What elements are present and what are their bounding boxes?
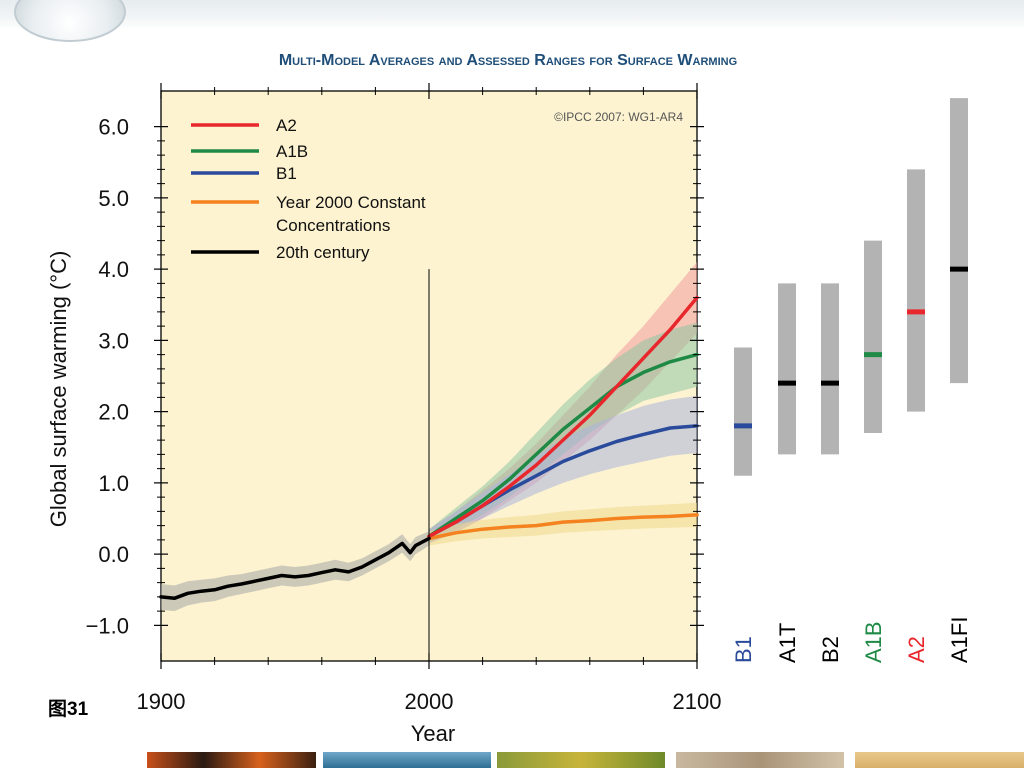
x-tick-label: 1900 (137, 689, 186, 714)
copyright-label: ©IPCC 2007: WG1-AR4 (554, 110, 683, 124)
x-axis-label: Year (411, 721, 455, 746)
range-label-A1FI: A1FI (947, 617, 972, 663)
range-best-B1 (734, 423, 752, 429)
range-best-A1T (778, 380, 796, 386)
range-best-A2 (907, 309, 925, 315)
y-tick-label: −1.0 (86, 613, 129, 638)
y-tick-label: 1.0 (98, 471, 129, 496)
range-bar-A1B (864, 240, 882, 433)
range-label-A1T: A1T (775, 623, 800, 663)
range-bar-A1T (778, 283, 796, 455)
legend-label-line: Concentrations (276, 216, 390, 235)
y-tick-label: 0.0 (98, 542, 129, 567)
legend-label-0: A2 (276, 116, 297, 135)
y-tick-label: 6.0 (98, 115, 129, 140)
y-tick-label: 5.0 (98, 186, 129, 211)
y-tick-label: 2.0 (98, 400, 129, 425)
photo-strip-5 (855, 752, 1024, 768)
range-bar-A2 (907, 169, 925, 412)
photo-strip-3 (497, 752, 665, 768)
y-axis-label: Global surface warming (°C) (46, 251, 71, 528)
range-label-B1: B1 (731, 636, 756, 663)
legend-label-3: Year 2000 Constant Concentrations (276, 193, 426, 235)
range-label-B2: B2 (818, 636, 843, 663)
series-line-3 (427, 513, 699, 541)
legend-label-4: 20th century (276, 243, 370, 262)
series-band-2 (429, 395, 697, 544)
x-tick-label: 2000 (405, 689, 454, 714)
photo-strip-2 (323, 752, 491, 768)
range-label-A1B: A1B (861, 621, 886, 663)
range-bar-B2 (821, 283, 839, 455)
series-band-3 (429, 502, 697, 546)
x-tick-label: 2100 (673, 689, 722, 714)
figure-caption: 图31 (48, 699, 89, 720)
legend-label-line: Year 2000 Constant (276, 193, 426, 212)
y-tick-label: 3.0 (98, 328, 129, 353)
photo-strip-1 (147, 752, 316, 768)
y-tick-label: 4.0 (98, 257, 129, 282)
range-label-A2: A2 (904, 636, 929, 663)
series-band-4 (161, 531, 429, 612)
range-best-A1FI (950, 266, 968, 272)
range-best-A1B (864, 352, 882, 358)
photo-strip-4 (676, 752, 844, 768)
chart-title: Multi-Model Averages and Assessed Ranges… (279, 52, 737, 69)
legend-label-1: A1B (276, 142, 308, 161)
header-banner (0, 0, 1024, 30)
range-best-B2 (821, 380, 839, 386)
series-line-1 (427, 352, 699, 539)
legend-label-2: B1 (276, 164, 297, 183)
range-bar-B1 (734, 347, 752, 476)
series-line-0 (427, 295, 699, 539)
series-line-4 (159, 536, 431, 601)
range-bar-A1FI (950, 98, 968, 384)
